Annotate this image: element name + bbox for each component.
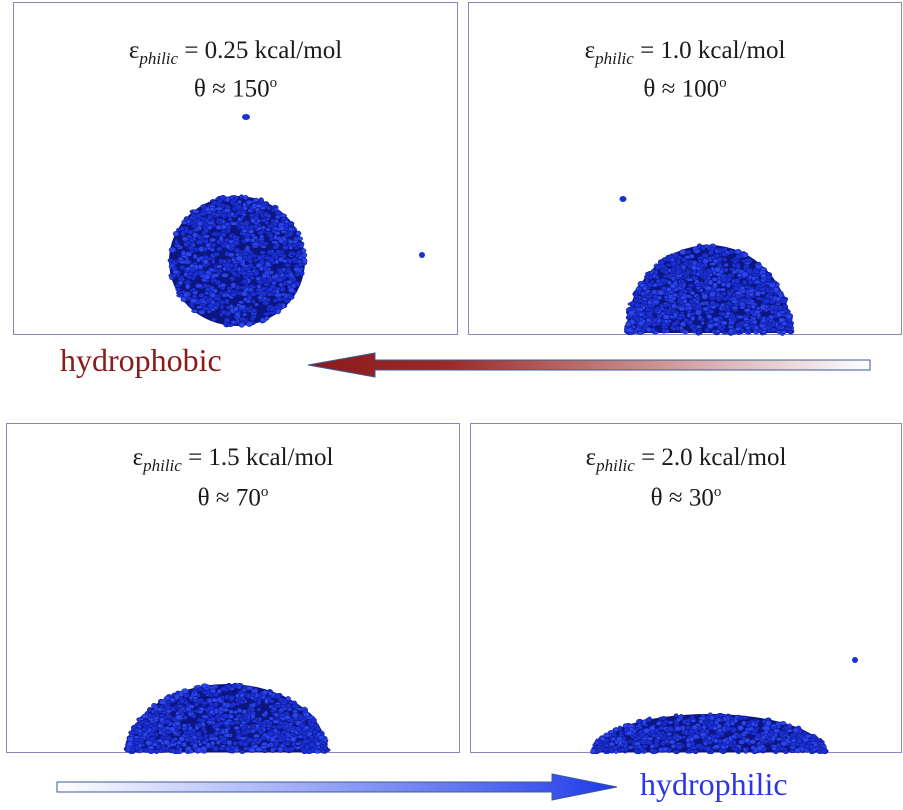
- panel-eps-1-0: εphilic = 1.0 kcal/mol θ ≈ 100o: [468, 2, 902, 336]
- panel-eps-0-25: εphilic = 0.25 kcal/mol θ ≈ 150o: [13, 2, 458, 335]
- epsilon-label: εphilic = 0.25 kcal/mol: [128, 37, 343, 68]
- droplet-cap: [623, 243, 795, 336]
- panel-eps-1-5: εphilic = 1.5 kcal/mol θ ≈ 70o: [6, 423, 460, 754]
- epsilon-label: εphilic = 1.0 kcal/mol: [584, 37, 786, 68]
- stray-molecule: [242, 114, 250, 120]
- hydrophobic-label: hydrophobic: [60, 342, 222, 378]
- droplet-snapshot: [590, 657, 858, 754]
- stray-molecule: [419, 252, 425, 258]
- arrow-toward-hydrophilic: [56, 773, 618, 801]
- arrow-toward-hydrophobic: [307, 352, 871, 378]
- droplet-sphere: [167, 194, 308, 328]
- stray-molecule: [619, 196, 627, 202]
- droplet-cap: [123, 682, 331, 754]
- panel-eps-2-0: εphilic = 2.0 kcal/mol θ ≈ 30o: [470, 423, 902, 754]
- epsilon-label: εphilic = 2.0 kcal/mol: [585, 444, 787, 475]
- droplet-film: [590, 712, 829, 754]
- stray-molecule: [852, 657, 858, 663]
- hydrophilic-label: hydrophilic: [640, 766, 788, 802]
- droplet-snapshot: [619, 196, 795, 336]
- contact-angle-label: θ ≈ 100o: [643, 75, 727, 103]
- droplet-snapshot: [123, 682, 331, 754]
- contact-angle-label: θ ≈ 150o: [193, 75, 278, 103]
- contact-angle-label: θ ≈ 30o: [650, 484, 722, 512]
- epsilon-label: εphilic = 1.5 kcal/mol: [132, 444, 334, 475]
- droplet-snapshot: [167, 114, 425, 328]
- contact-angle-label: θ ≈ 70o: [197, 484, 269, 512]
